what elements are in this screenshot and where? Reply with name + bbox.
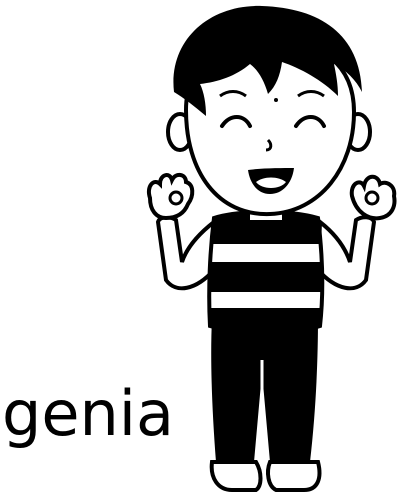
left-hand-ok-icon xyxy=(147,173,195,221)
closed-eyes-icon xyxy=(220,115,326,128)
nose xyxy=(265,138,273,152)
trousers xyxy=(211,318,318,462)
hair xyxy=(173,5,362,116)
right-hand-ok-icon xyxy=(349,174,397,221)
striped-shirt xyxy=(207,210,325,336)
eyebrows xyxy=(219,90,325,98)
shoes xyxy=(209,460,322,492)
mole xyxy=(274,98,278,102)
smiling-mouth-icon xyxy=(248,168,294,194)
caption-word: genia xyxy=(2,377,175,450)
